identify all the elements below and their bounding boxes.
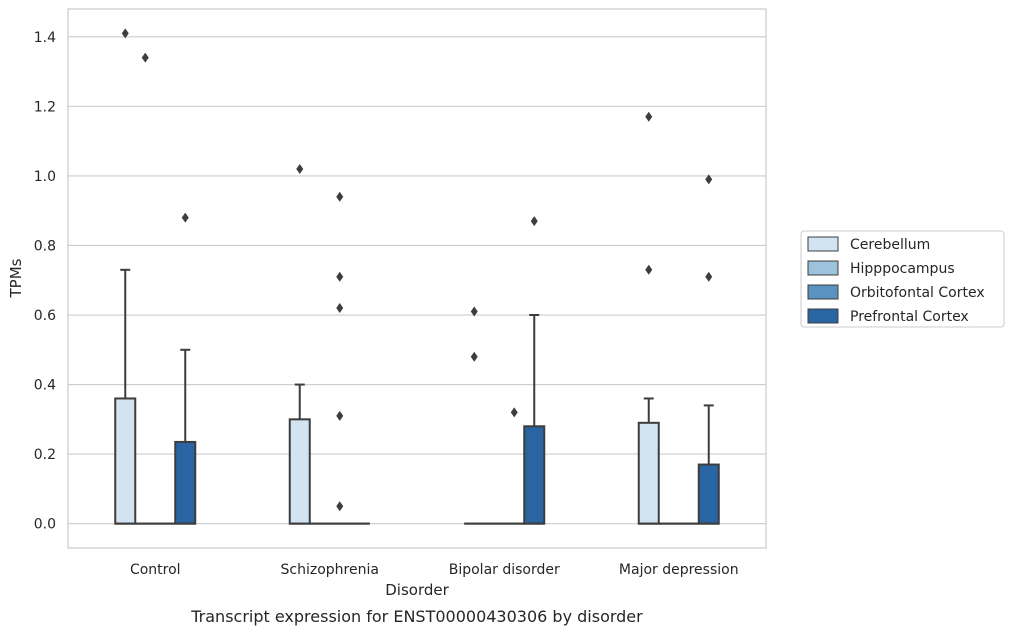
legend-swatch (807, 308, 839, 324)
box-prefrontal-cortex (697, 404, 720, 525)
y-tick-labels: 0.0 0.2 0.4 0.6 0.8 1.0 1.2 1.4 (34, 30, 56, 533)
legend-label: Orbitofontal Cortex (850, 285, 985, 301)
outlier-point (705, 271, 713, 282)
box-cerebellum (114, 268, 137, 525)
box-body (114, 397, 137, 525)
outlier-point (336, 410, 344, 421)
outlier-point (336, 191, 344, 202)
outlier-point (141, 52, 149, 63)
box-prefrontal-cortex (523, 314, 546, 525)
legend-swatch (807, 236, 839, 252)
box-body (523, 425, 546, 525)
outlier-point (645, 111, 653, 122)
chart-caption: Transcript expression for ENST0000043030… (190, 607, 643, 626)
y-tick-label: 0.2 (34, 447, 56, 463)
x-tick-label: Schizophrenia (281, 562, 379, 578)
plot-area-frame (67, 8, 767, 549)
outlier-point (645, 264, 653, 275)
legend-label: Hipppocampus (850, 261, 955, 277)
grid-lines (68, 36, 766, 525)
y-tick-label: 0.6 (34, 308, 56, 324)
x-tick-label: Bipolar disorder (449, 562, 560, 578)
box-body (637, 421, 660, 525)
box-cerebellum (288, 383, 311, 525)
outlier-point (336, 271, 344, 282)
y-tick-label: 1.2 (34, 99, 56, 115)
y-tick-label: 0.0 (34, 517, 56, 533)
y-tick-label: 1.4 (34, 30, 56, 46)
outlier-point (530, 216, 538, 227)
outlier-point (121, 28, 129, 39)
box-prefrontal-cortex (174, 348, 197, 525)
outlier-point (181, 212, 189, 223)
x-tick-label: Major depression (619, 562, 739, 578)
y-tick-label: 0.8 (34, 238, 56, 254)
x-tick-label: Control (130, 562, 181, 578)
box-body (697, 463, 720, 525)
legend-frame (800, 230, 1005, 328)
outlier-point (470, 306, 478, 317)
outlier-point (336, 501, 344, 512)
y-axis-title: TPMs (7, 258, 25, 298)
legend-swatch (807, 284, 839, 300)
outliers (121, 28, 713, 512)
legend-label: Prefrontal Cortex (850, 309, 969, 325)
legend-label: Cerebellum (850, 237, 930, 253)
box-body (174, 440, 197, 525)
y-tick-label: 0.4 (34, 378, 56, 394)
outlier-point (336, 303, 344, 314)
outlier-point (470, 351, 478, 362)
outlier-point (705, 174, 713, 185)
y-tick-label: 1.0 (34, 169, 56, 185)
boxes (114, 268, 720, 525)
box-cerebellum (637, 397, 660, 525)
x-tick-labels: Control Schizophrenia Bipolar disorder Majo… (130, 562, 739, 578)
box-body (288, 418, 311, 525)
outlier-point (296, 163, 304, 174)
legend-swatch (807, 260, 839, 276)
legend: Cerebellum Hipppocampus Orbitofontal Corte… (800, 230, 1005, 328)
x-axis-title: Disorder (385, 581, 449, 599)
outlier-point (510, 407, 518, 418)
